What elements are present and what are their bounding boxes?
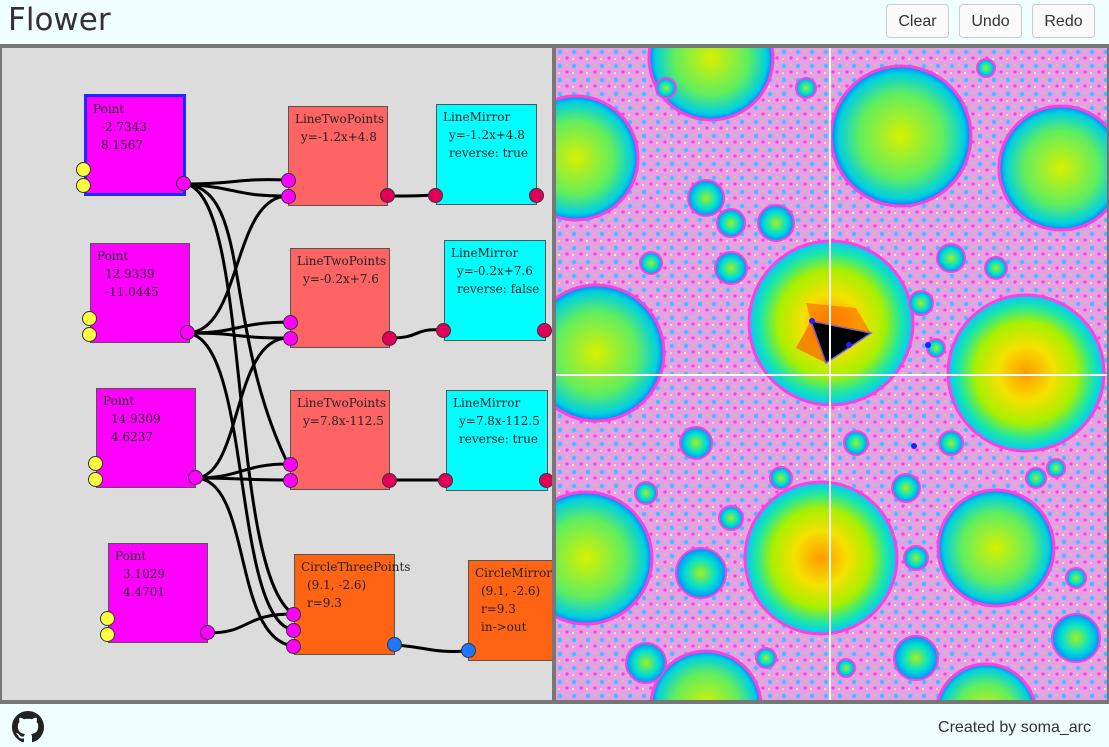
port-output[interactable] [380, 188, 395, 203]
port-input[interactable] [428, 188, 443, 203]
port-output[interactable] [180, 325, 195, 340]
point-x-value: 3.1029 [123, 567, 165, 581]
line-two-points-node-3[interactable]: LineTwoPoints y=7.8x-112.5 [290, 390, 390, 490]
port-output[interactable] [537, 323, 552, 338]
header: Flower Clear Undo Redo [0, 0, 1109, 44]
port-input[interactable] [286, 639, 301, 654]
clear-button[interactable]: Clear [886, 4, 949, 38]
port-input[interactable] [100, 611, 115, 626]
circle-radius: r=9.3 [481, 602, 516, 616]
node-title: LineTwoPoints [295, 112, 385, 126]
port-input[interactable] [438, 473, 453, 488]
point-node-3[interactable]: Point 14.9309 4.6237 [96, 388, 196, 488]
circle-center: (9.1, -2.6) [307, 578, 367, 592]
line-mirror-node-2[interactable]: LineMirror y=-0.2x+7.6 reverse: false [444, 240, 546, 341]
point-y-value: 4.4701 [123, 585, 165, 599]
port-input[interactable] [281, 173, 296, 188]
port-output[interactable] [387, 637, 402, 652]
github-icon[interactable] [12, 711, 44, 743]
node-title: LineTwoPoints [297, 254, 387, 268]
port-input[interactable] [88, 456, 103, 471]
line-two-points-node-1[interactable]: LineTwoPoints y=-1.2x+4.8 [288, 106, 388, 206]
port-input[interactable] [283, 315, 298, 330]
circle-center: (9.1, -2.6) [481, 584, 541, 598]
node-title: LineMirror [443, 110, 511, 124]
port-input[interactable] [88, 472, 103, 487]
line-equation: y=7.8x-112.5 [459, 414, 540, 428]
port-input[interactable] [100, 627, 115, 642]
point-y-value: -11.0445 [105, 285, 159, 299]
circle-radius: r=9.3 [307, 596, 342, 610]
node-title: LineMirror [453, 396, 521, 410]
port-output[interactable] [529, 188, 544, 203]
port-input[interactable] [281, 189, 296, 204]
port-output[interactable] [188, 470, 203, 485]
node-title: Point [93, 102, 125, 116]
port-input[interactable] [76, 178, 91, 193]
reverse-flag: reverse: true [459, 432, 538, 446]
port-input[interactable] [286, 607, 301, 622]
node-title: LineTwoPoints [297, 396, 387, 410]
point-y-value: 8.1567 [101, 138, 143, 152]
line-equation: y=-0.2x+7.6 [457, 264, 533, 278]
node-graph-canvas[interactable]: Point -2.7343 8.1567 Point 12.9339 -11.0… [2, 48, 552, 700]
line-two-points-node-2[interactable]: LineTwoPoints y=-0.2x+7.6 [290, 248, 390, 348]
line-mirror-node-3[interactable]: LineMirror y=7.8x-112.5 reverse: true [446, 390, 548, 491]
node-title: Point [115, 549, 147, 563]
line-mirror-node-1[interactable]: LineMirror y=-1.2x+4.8 reverse: true [436, 104, 537, 205]
circle-mirror-node[interactable]: CircleMirror (9.1, -2.6) r=9.3 in->out [468, 560, 552, 661]
control-point[interactable] [911, 443, 917, 449]
node-title: LineMirror [451, 246, 519, 260]
point-node-2[interactable]: Point 12.9339 -11.0445 [90, 243, 190, 343]
port-output[interactable] [539, 473, 552, 488]
point-node-1[interactable]: Point -2.7343 8.1567 [84, 94, 186, 196]
control-point[interactable] [846, 342, 852, 348]
undo-button[interactable]: Undo [959, 4, 1022, 38]
point-x-value: 14.9309 [111, 412, 161, 426]
line-equation: y=-0.2x+7.6 [303, 272, 379, 286]
port-input[interactable] [461, 643, 476, 658]
point-x-value: -2.7343 [101, 120, 148, 134]
point-x-value: 12.9339 [105, 267, 155, 281]
credit-text: Created by soma_arc [938, 719, 1091, 736]
line-equation: y=-1.2x+4.8 [301, 130, 377, 144]
point-node-4[interactable]: Point 3.1029 4.4701 [108, 543, 208, 643]
fractal-render-canvas[interactable] [556, 48, 1107, 700]
line-equation: y=-1.2x+4.8 [449, 128, 525, 142]
reverse-flag: reverse: true [449, 146, 528, 160]
port-output[interactable] [200, 625, 215, 640]
control-point[interactable] [925, 342, 931, 348]
port-output[interactable] [176, 176, 191, 191]
footer: Created by soma_arc [0, 704, 1109, 746]
port-input[interactable] [82, 327, 97, 342]
circle-three-points-node[interactable]: CircleThreePoints (9.1, -2.6) r=9.3 [294, 554, 411, 655]
node-title: Point [97, 249, 129, 263]
redo-button[interactable]: Redo [1032, 4, 1095, 38]
port-input[interactable] [76, 162, 91, 177]
mirror-direction: in->out [481, 620, 527, 634]
port-output[interactable] [382, 473, 397, 488]
reverse-flag: reverse: false [457, 282, 540, 296]
port-input[interactable] [286, 623, 301, 638]
node-title: Point [103, 394, 135, 408]
port-input[interactable] [283, 457, 298, 472]
port-output[interactable] [382, 331, 397, 346]
port-input[interactable] [283, 331, 298, 346]
control-point[interactable] [809, 318, 815, 324]
port-input[interactable] [436, 323, 451, 338]
port-input[interactable] [283, 473, 298, 488]
point-y-value: 4.6237 [111, 430, 153, 444]
workspace: Point -2.7343 8.1567 Point 12.9339 -11.0… [0, 44, 1109, 704]
fractal-image [556, 48, 1107, 700]
node-title: CircleThreePoints [301, 560, 411, 574]
port-input[interactable] [82, 311, 97, 326]
line-equation: y=7.8x-112.5 [303, 414, 384, 428]
app-title: Flower [8, 2, 111, 38]
node-title: CircleMirror [475, 566, 552, 580]
